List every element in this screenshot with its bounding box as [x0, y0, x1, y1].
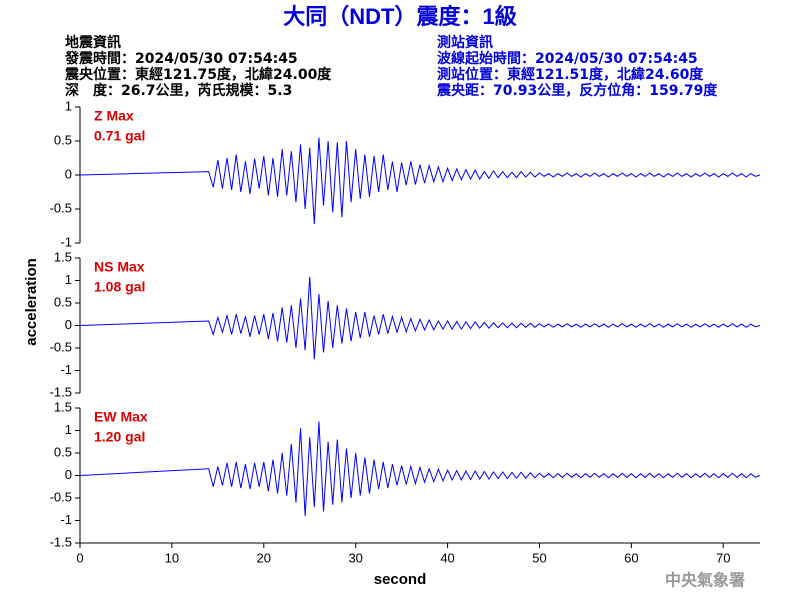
y-tick-label: -1 [60, 234, 72, 249]
waveform [79, 137, 761, 224]
y-tick-label: -1.5 [50, 534, 72, 549]
x-tick-label: 20 [257, 550, 271, 565]
x-axis-label: second [374, 571, 427, 588]
annotation: 1.08 gal [94, 279, 145, 295]
agency-watermark: 中央氣象署 [665, 571, 745, 590]
x-tick-label: 50 [532, 550, 546, 565]
y-tick-label: 0 [65, 317, 72, 332]
y-tick-label: 0.5 [54, 294, 72, 309]
y-tick-label: -1.5 [50, 384, 72, 399]
x-tick-label: 70 [716, 550, 730, 565]
annotation: Z Max [94, 108, 134, 124]
y-tick-label: 1.5 [54, 249, 72, 264]
x-tick-label: 10 [165, 550, 179, 565]
y-tick-label: 1.5 [54, 399, 72, 414]
waveform [79, 421, 761, 517]
event-info: 地震資訊 [65, 34, 121, 51]
annotation: 0.71 gal [94, 128, 145, 144]
y-tick-label: 0.5 [54, 132, 72, 147]
station-info: 測站位置：東經121.51度，北緯24.60度 [437, 66, 704, 83]
y-tick-label: -0.5 [50, 339, 72, 354]
station-info: 震央距：70.93公里，反方位角：159.79度 [436, 82, 718, 99]
station-info: 測站資訊 [437, 34, 493, 51]
y-tick-label: -1 [60, 512, 72, 527]
y-tick-label: 0 [65, 166, 72, 181]
y-axis-label: acceleration [23, 258, 40, 346]
y-tick-label: 1 [65, 422, 72, 437]
annotation: 1.20 gal [94, 429, 145, 445]
y-tick-label: 0.5 [54, 444, 72, 459]
event-info: 震央位置：東經121.75度，北緯24.00度 [64, 66, 332, 83]
y-tick-label: -0.5 [50, 489, 72, 504]
y-tick-label: -1 [60, 362, 72, 377]
station-info: 波線起始時間：2024/05/30 07:54:45 [437, 50, 698, 67]
chart-title: 大同（NDT）震度：1級 [283, 4, 516, 29]
event-info: 深 度：26.7公里，芮氏規模：5.3 [65, 82, 292, 99]
x-tick-label: 40 [440, 550, 454, 565]
x-tick-label: 30 [348, 550, 362, 565]
x-tick-label: 0 [76, 550, 83, 565]
x-tick-label: 60 [624, 550, 638, 565]
y-tick-label: 0 [65, 467, 72, 482]
y-tick-label: 1 [65, 98, 72, 113]
waveform [79, 276, 761, 360]
annotation: NS Max [94, 259, 145, 275]
y-tick-label: -0.5 [50, 200, 72, 215]
annotation: EW Max [94, 409, 148, 425]
y-tick-label: 1 [65, 272, 72, 287]
event-info: 發震時間：2024/05/30 07:54:45 [64, 50, 298, 67]
